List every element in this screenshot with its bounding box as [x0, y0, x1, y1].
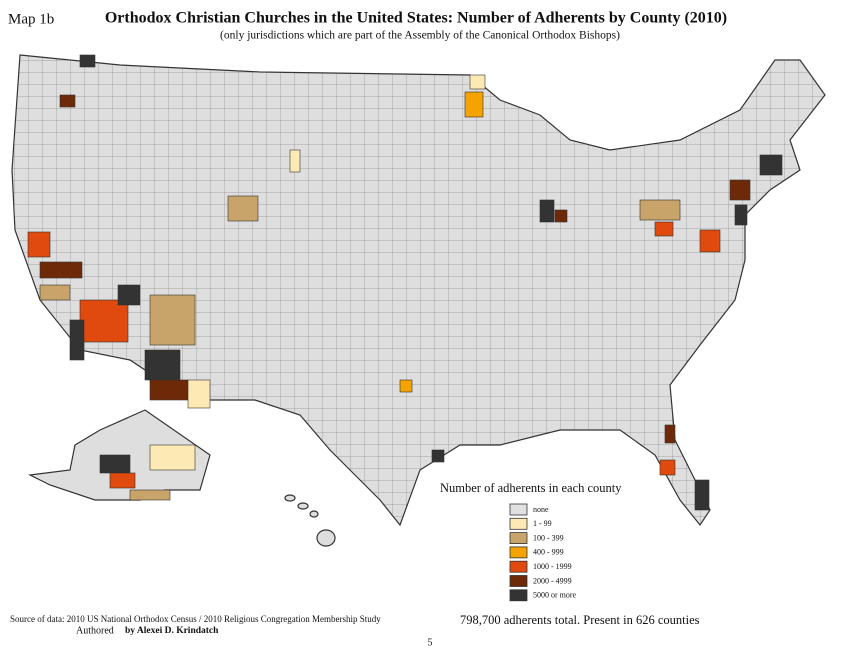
conus — [11, 54, 826, 527]
legend-label: 5000 or more — [533, 591, 577, 600]
county-highlight — [729, 179, 751, 201]
page-number: 5 — [428, 637, 433, 648]
author-prefix: Authored — [76, 625, 114, 636]
legend-swatch — [509, 589, 528, 602]
county-highlight — [654, 221, 674, 237]
county-highlights — [27, 54, 783, 511]
legend-swatch — [509, 517, 528, 530]
legend-swatch — [509, 503, 528, 516]
legend: Number of adherents in each county none 1… — [440, 481, 622, 602]
county-highlight — [149, 294, 196, 346]
legend-swatch — [509, 560, 528, 573]
county-highlight — [227, 195, 259, 222]
county-highlight — [399, 379, 413, 393]
legend-swatch — [509, 546, 528, 559]
county-highlight — [759, 154, 783, 176]
county-highlight — [99, 454, 131, 474]
legend-swatch — [509, 575, 528, 587]
county-highlight — [149, 444, 196, 471]
county-highlight — [464, 91, 484, 118]
county-highlight — [699, 229, 721, 253]
county-highlight — [144, 349, 181, 381]
county-highlight — [149, 379, 189, 401]
legend-label: 2000 - 4999 — [533, 576, 572, 585]
county-highlight — [187, 379, 211, 409]
legend-label: 100 - 399 — [533, 533, 564, 542]
county-highlight — [664, 424, 676, 444]
subtitle: (only jurisdictions which are part of th… — [220, 30, 620, 42]
county-highlight — [79, 299, 129, 343]
title: Orthodox Christian Churches in the Unite… — [105, 10, 727, 27]
county-highlight — [79, 54, 96, 68]
county-highlight — [129, 489, 171, 501]
county-highlight — [109, 472, 136, 489]
county-highlight — [117, 284, 141, 306]
county-highlight — [431, 449, 445, 463]
county-highlight — [734, 204, 748, 226]
county-highlight — [289, 149, 301, 173]
county-highlight — [469, 74, 486, 90]
county-highlight — [27, 231, 51, 258]
legend-label: 1 - 99 — [533, 519, 552, 528]
county-highlight — [659, 459, 676, 476]
county-highlight — [59, 94, 76, 108]
county-highlight — [69, 319, 85, 361]
legend-swatch — [509, 532, 528, 544]
county-highlight — [694, 479, 710, 511]
legend-label: none — [533, 505, 549, 514]
county-highlight — [639, 199, 681, 221]
total: 798,700 adherents total. Present in 626 … — [460, 613, 700, 627]
source: Source of data: 2010 US National Orthodo… — [10, 614, 381, 624]
legend-title: Number of adherents in each county — [440, 481, 622, 495]
county-highlight — [39, 284, 71, 301]
county-highlight — [554, 209, 568, 223]
author: by Alexei D. Krindatch — [125, 626, 219, 636]
hawaii — [284, 494, 336, 547]
county-highlight — [539, 199, 555, 223]
map-label: Map 1b — [8, 11, 54, 27]
county-highlight — [39, 261, 83, 279]
legend-label: 1000 - 1999 — [533, 562, 572, 571]
legend-label: 400 - 999 — [533, 548, 564, 557]
